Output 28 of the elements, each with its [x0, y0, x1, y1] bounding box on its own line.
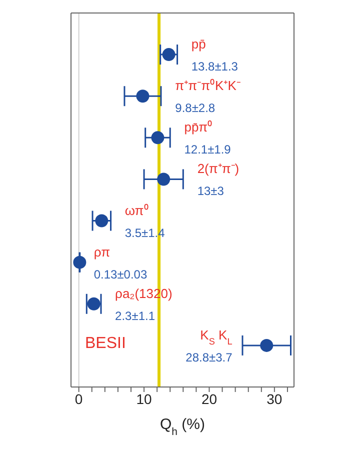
data-label: 9.8±2.8	[175, 101, 216, 116]
data-label: 12.1±1.9	[184, 142, 232, 157]
y-tick-label: pp̄π⁰	[184, 120, 213, 135]
point	[73, 256, 86, 269]
x-tick-label: 20	[201, 390, 218, 407]
data-label: 13.8±1.3	[191, 60, 238, 74]
y-tick-label: 2(π⁺π⁻)	[197, 161, 240, 176]
annotation: BESII	[85, 335, 126, 353]
y-tick-label: ωπ⁰	[124, 202, 149, 218]
y-tick-label: ρπ	[94, 244, 110, 260]
point	[95, 214, 108, 228]
point	[162, 48, 176, 62]
y-tick-label: K$_{S}$K$_{L}$	[200, 327, 232, 346]
data-label: 2.3±1.1	[115, 308, 156, 323]
data-label: 28.8±3.7	[186, 350, 233, 364]
x-tick-label: 10	[136, 390, 152, 407]
data-label: 13±3	[197, 184, 224, 198]
point	[87, 297, 100, 310]
x-tick-label: 30	[266, 390, 282, 407]
point	[260, 338, 274, 352]
point	[136, 90, 150, 103]
y-tick-label: pp̄	[191, 36, 206, 52]
x-axis-title: Q$_{h}$ (%)	[160, 416, 206, 438]
point	[157, 172, 170, 186]
x-tick-label: 0	[74, 390, 83, 407]
data-label: 0.13±0.03	[94, 267, 148, 282]
y-tick-label: π⁺π⁻π⁰K⁺K⁻	[175, 78, 240, 94]
point	[151, 131, 164, 144]
